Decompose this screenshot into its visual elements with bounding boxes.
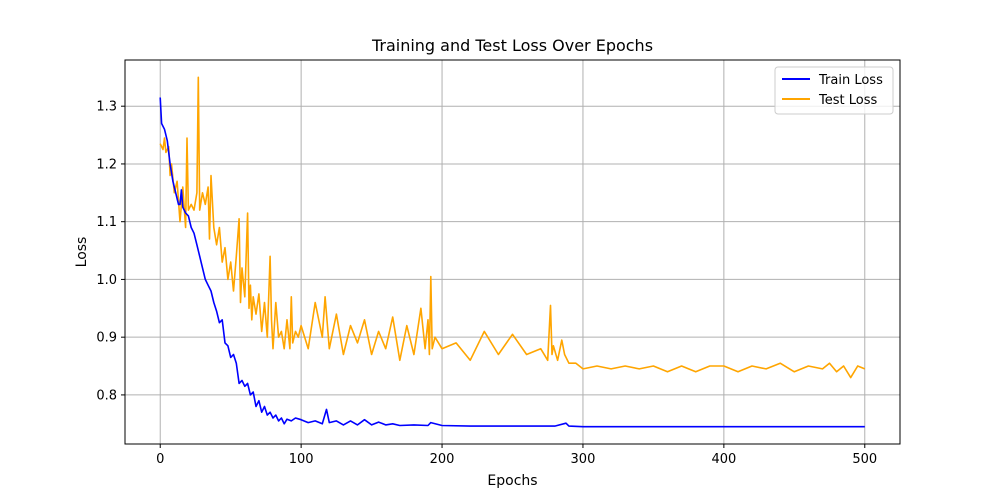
x-tick-label: 300 (571, 452, 596, 467)
grid-lines (125, 60, 900, 444)
x-tick-label: 400 (711, 452, 736, 467)
plot-frame (124, 59, 901, 445)
test-loss-line (159, 76, 866, 379)
legend-label-train-loss: Train Loss (818, 73, 883, 88)
x-axis-label: Epochs (487, 473, 537, 489)
x-tick-label: 200 (430, 452, 455, 467)
x-tick-label: 0 (156, 452, 164, 467)
y-axis-label: Loss (74, 237, 90, 268)
train-loss-line (159, 97, 865, 428)
series-layer (159, 76, 866, 428)
x-axis: 0 100 200 300 400 500 (156, 444, 877, 467)
x-tick-label: 100 (289, 452, 314, 467)
y-tick-label: 0.9 (96, 331, 117, 346)
y-tick-label: 1.3 (96, 100, 117, 115)
y-tick-label: 1.2 (96, 157, 117, 172)
y-axis: 0.8 0.9 1.0 1.1 1.2 1.3 (96, 100, 125, 403)
chart-title: Training and Test Loss Over Epochs (371, 36, 653, 55)
x-tick-label: 500 (852, 452, 877, 467)
y-tick-label: 1.1 (96, 215, 117, 230)
legend-label-test-loss: Test Loss (818, 93, 877, 108)
y-tick-label: 1.0 (96, 273, 117, 288)
legend: Train Loss Test Loss (774, 66, 894, 115)
y-tick-label: 0.8 (96, 388, 117, 403)
